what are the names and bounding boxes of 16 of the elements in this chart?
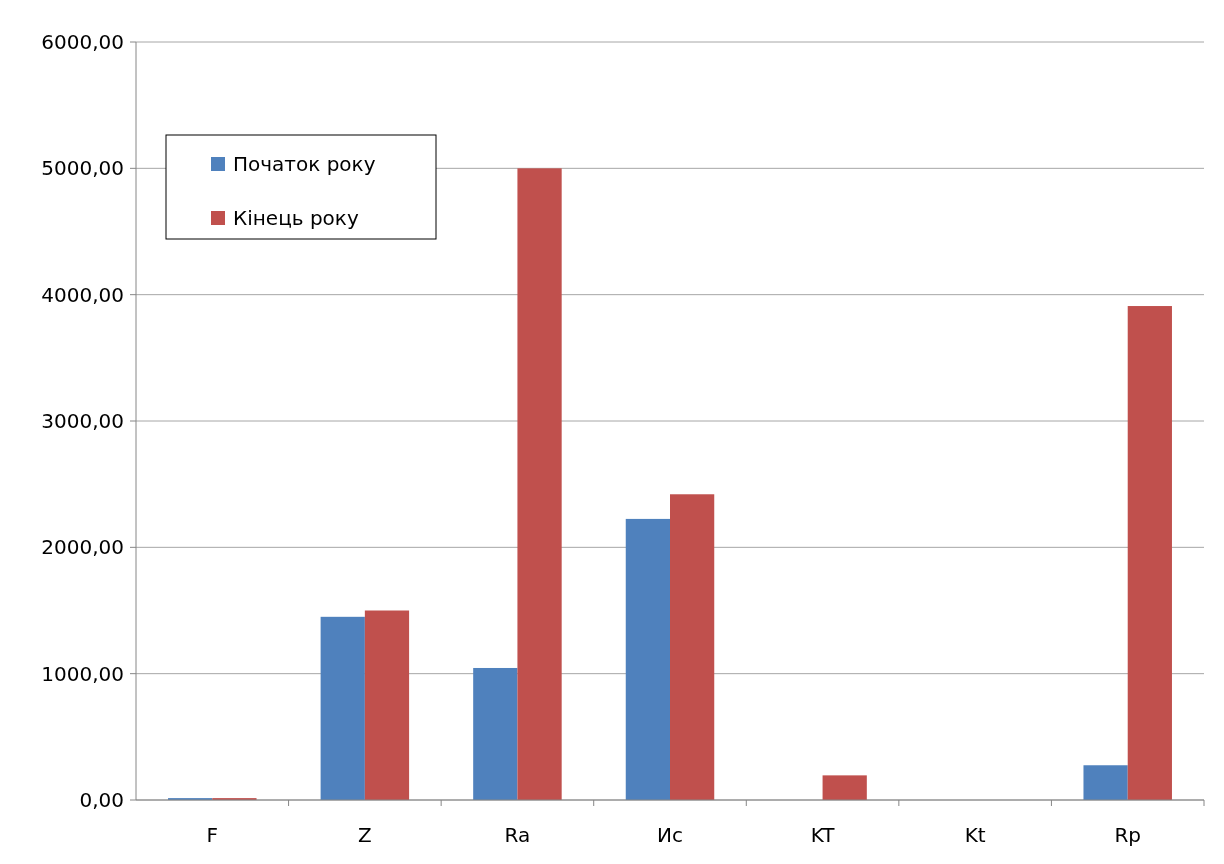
y-tick-label: 4000,00 [41,282,124,307]
x-tick-label: Kt [964,823,986,847]
x-tick-label: KT [810,823,836,847]
y-tick-label: 3000,00 [41,409,124,433]
x-tick-label: F [206,823,219,847]
y-tick-label: 1000,00 [41,661,124,686]
y-tick-label: 2000,00 [41,535,124,560]
y-tick-label: 0,00 [79,788,124,812]
x-tick-label: Z [358,823,372,847]
x-tick-label: Ис [657,823,683,847]
legend-label: Кінець року [233,206,359,230]
y-tick-label: 5000,00 [41,156,124,181]
y-tick-label: 6000,00 [41,30,124,54]
x-tick-label: Rp [1114,823,1142,847]
x-tick-label: Ra [504,823,531,847]
legend-label: Початок року [233,152,376,176]
